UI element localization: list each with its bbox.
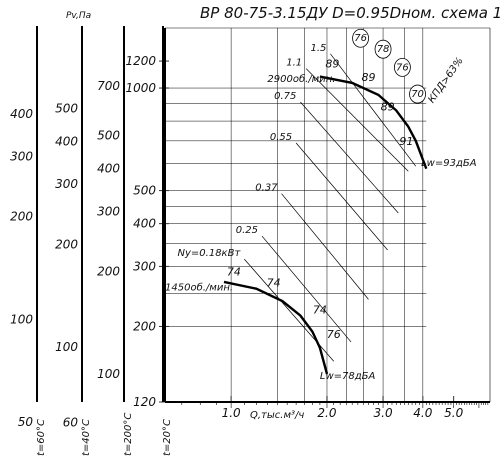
power-line-label: 0.25: [236, 225, 258, 236]
efficiency-legend: КПД>63%: [426, 56, 465, 106]
density-scale-label: t=200°C: [123, 413, 134, 456]
density-tick-label: 60: [63, 416, 79, 430]
y-tick-label: 200: [133, 319, 156, 333]
density-tick-label: 500: [97, 129, 120, 143]
power-line-label: 1.5: [310, 43, 326, 54]
efficiency-label: 74: [313, 304, 327, 317]
y-tick-label: 120: [133, 395, 156, 409]
density-tick-label: 100: [55, 340, 78, 354]
plot-area: 1.0 2.0 3.0 4.0 5.0 120 200 300 400 500 1000 1200 1.…: [125, 27, 491, 420]
x-tick-label: 1.0: [222, 406, 241, 420]
density-tick-label: 200: [10, 210, 33, 224]
sound-level-label: Lw=78дБА: [320, 371, 376, 382]
density-tick-label: 700: [97, 79, 120, 93]
noise-level-circle: [374, 39, 392, 59]
power-line-label: 0.37: [255, 183, 278, 194]
efficiency-label: 89: [325, 57, 339, 70]
density-scale-label: t=40°C: [81, 419, 92, 456]
power-line-label: Ny=0.18кВт: [178, 248, 242, 259]
efficiency-label: 74: [227, 265, 241, 278]
density-tick-label: 500: [55, 102, 78, 116]
density-tick-label: 100: [10, 312, 33, 326]
efficiency-label: 76: [327, 328, 341, 341]
efficiency-label: 91: [399, 135, 413, 148]
chart-title: ВР 80-75-3.15ДУ D=0.95Dном. схема 1: [200, 4, 500, 22]
power-line-label: 0.75: [274, 91, 296, 102]
density-tick-label: 300: [10, 150, 33, 164]
pressure-header: Pv,Па: [66, 11, 91, 21]
noise-level-label: 70: [411, 89, 424, 100]
x-tick-label: 5.0: [444, 406, 463, 420]
noise-level-label: 76: [354, 33, 367, 44]
density-tick-label: 300: [55, 177, 78, 191]
x-tick-label: 3.0: [374, 406, 393, 420]
density-tick-label: 400: [55, 135, 78, 149]
density-tick-label: 400: [97, 162, 120, 176]
density-tick-label: 200: [97, 264, 120, 278]
power-line: [305, 68, 409, 172]
power-line: [281, 193, 369, 300]
speed-annotation: 1450об./мин.: [165, 281, 233, 293]
noise-level-label: 78: [377, 44, 390, 55]
noise-level-label: 76: [396, 62, 409, 73]
y-tick-label: 300: [133, 259, 156, 273]
speed-annotation: 2900об./мин.: [267, 73, 335, 85]
noise-level-circle: [352, 28, 369, 48]
x-tick-label: 2.0: [317, 406, 336, 420]
noise-level-circle: [409, 84, 426, 104]
power-line: [330, 53, 417, 167]
power-line: [300, 101, 399, 214]
y-tick-label: 1000: [125, 81, 156, 95]
density-scale-label: t=60°C: [36, 419, 47, 456]
efficiency-label: 74: [267, 276, 281, 289]
density-tick-label: 100: [97, 367, 120, 381]
y-tick-label: 400: [133, 217, 156, 231]
performance-curve: [223, 280, 329, 375]
noise-level-circle: [393, 57, 411, 77]
density-tick-label: 300: [97, 204, 120, 218]
grid-lines: [165, 28, 427, 402]
density-scale-label: t=20°C: [162, 419, 173, 456]
density-tick-label: 400: [10, 107, 33, 121]
power-line: [261, 235, 352, 343]
x-tick-label: 4.0: [413, 406, 432, 420]
efficiency-label: 89: [361, 71, 375, 84]
density-tick-label: 200: [55, 237, 78, 251]
sound-level-label: Lw=93дБА: [421, 158, 477, 169]
y-tick-label: 500: [133, 184, 156, 198]
x-axis-label: Q,тыс.м³/ч: [250, 410, 304, 421]
power-line-label: 1.1: [286, 58, 302, 69]
power-line: [295, 142, 388, 251]
density-scales: 50 100 200 300 400 t=60°C 60 100 200 300 400 500 t=4…: [10, 26, 173, 456]
performance-curve: [319, 75, 428, 170]
y-tick-label: 1200: [125, 54, 156, 68]
density-tick-label: 50: [18, 415, 34, 429]
power-line-label: 0.55: [270, 132, 292, 143]
efficiency-label: 89: [381, 100, 395, 113]
